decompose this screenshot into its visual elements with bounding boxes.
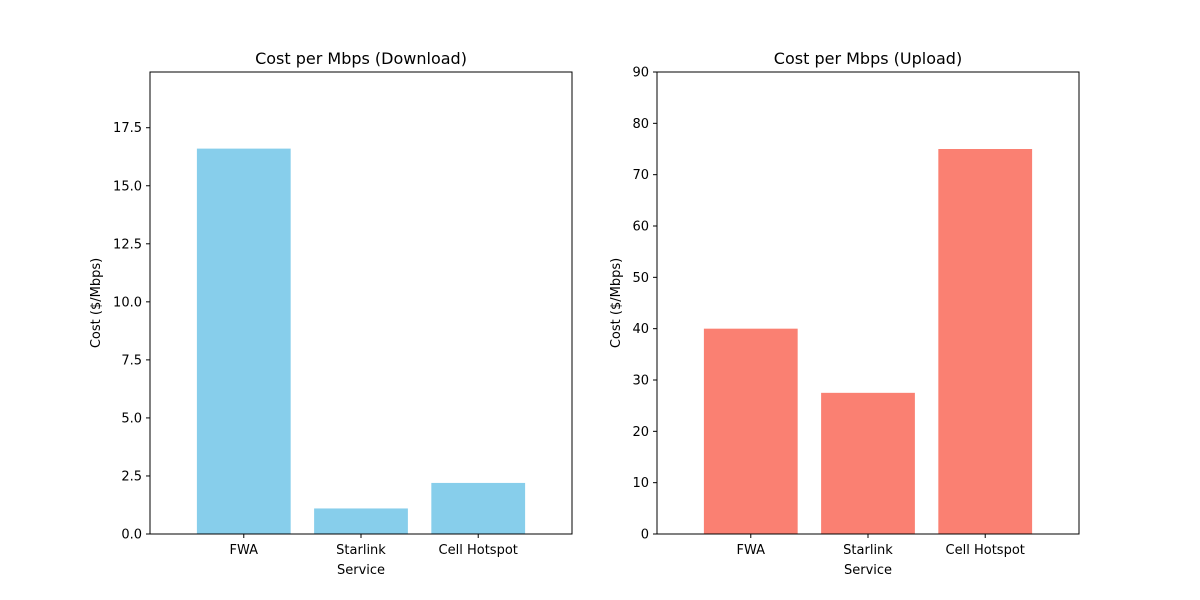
x-tick-label: Starlink	[843, 543, 893, 558]
y-tick-label: 40	[632, 322, 649, 337]
upload-chart: Cost per Mbps (Upload) 0 10 20 30 40 50 60 70 80…	[609, 49, 1080, 578]
y-tick-label: 80	[632, 117, 649, 132]
bar-starlink	[821, 392, 915, 534]
y-tick-label: 0.0	[121, 528, 142, 543]
x-tick-label: Starlink	[336, 543, 386, 558]
y-tick-label: 10	[632, 476, 649, 491]
plot-frame	[149, 71, 573, 535]
bar-cell-hotspot	[938, 149, 1033, 534]
y-tick-label: 5.0	[121, 411, 142, 426]
y-tick-label: 15.0	[113, 179, 142, 194]
y-tick-label: 2.5	[121, 469, 142, 484]
y-tick-label: 50	[632, 271, 649, 286]
y-tick-label: 12.5	[113, 237, 142, 252]
y-tick-label: 17.5	[113, 121, 142, 136]
y-tick-label: 90	[632, 66, 649, 81]
x-axis-label: Service	[337, 563, 385, 578]
chart-title: Cost per Mbps (Upload)	[774, 49, 962, 68]
chart-title: Cost per Mbps (Download)	[255, 49, 467, 68]
y-axis-label: Cost ($/Mbps)	[609, 258, 624, 348]
x-tick-label: FWA	[230, 543, 259, 558]
bar-group	[196, 148, 526, 535]
bar-fwa	[196, 148, 291, 535]
x-axis-ticks: FWA Starlink Cell Hotspot	[737, 534, 1025, 558]
x-axis-ticks: FWA Starlink Cell Hotspot	[230, 534, 518, 558]
bar-fwa	[703, 328, 798, 534]
bar-cell-hotspot	[431, 482, 526, 534]
x-axis-label: Service	[844, 563, 892, 578]
bar-group	[703, 149, 1033, 534]
y-tick-label: 60	[632, 220, 649, 235]
download-chart: Cost per Mbps (Download) 0.0 2.5 5.0 7.5 10.…	[89, 49, 573, 578]
y-axis-label: Cost ($/Mbps)	[89, 258, 104, 348]
x-tick-label: Cell Hotspot	[946, 543, 1025, 558]
plot-frame	[656, 71, 1080, 535]
y-tick-label: 0	[641, 528, 649, 543]
x-tick-label: FWA	[737, 543, 766, 558]
y-tick-label: 70	[632, 168, 649, 183]
y-axis-ticks: 0.0 2.5 5.0 7.5 10.0 12.5 15.0 17.5	[113, 121, 150, 543]
y-tick-label: 20	[632, 425, 649, 440]
y-tick-label: 7.5	[121, 353, 142, 368]
x-tick-label: Cell Hotspot	[439, 543, 518, 558]
y-tick-label: 30	[632, 374, 649, 389]
bar-starlink	[314, 508, 408, 534]
y-tick-label: 10.0	[113, 295, 142, 310]
y-axis-ticks: 0 10 20 30 40 50 60 70 80 90	[632, 66, 657, 543]
